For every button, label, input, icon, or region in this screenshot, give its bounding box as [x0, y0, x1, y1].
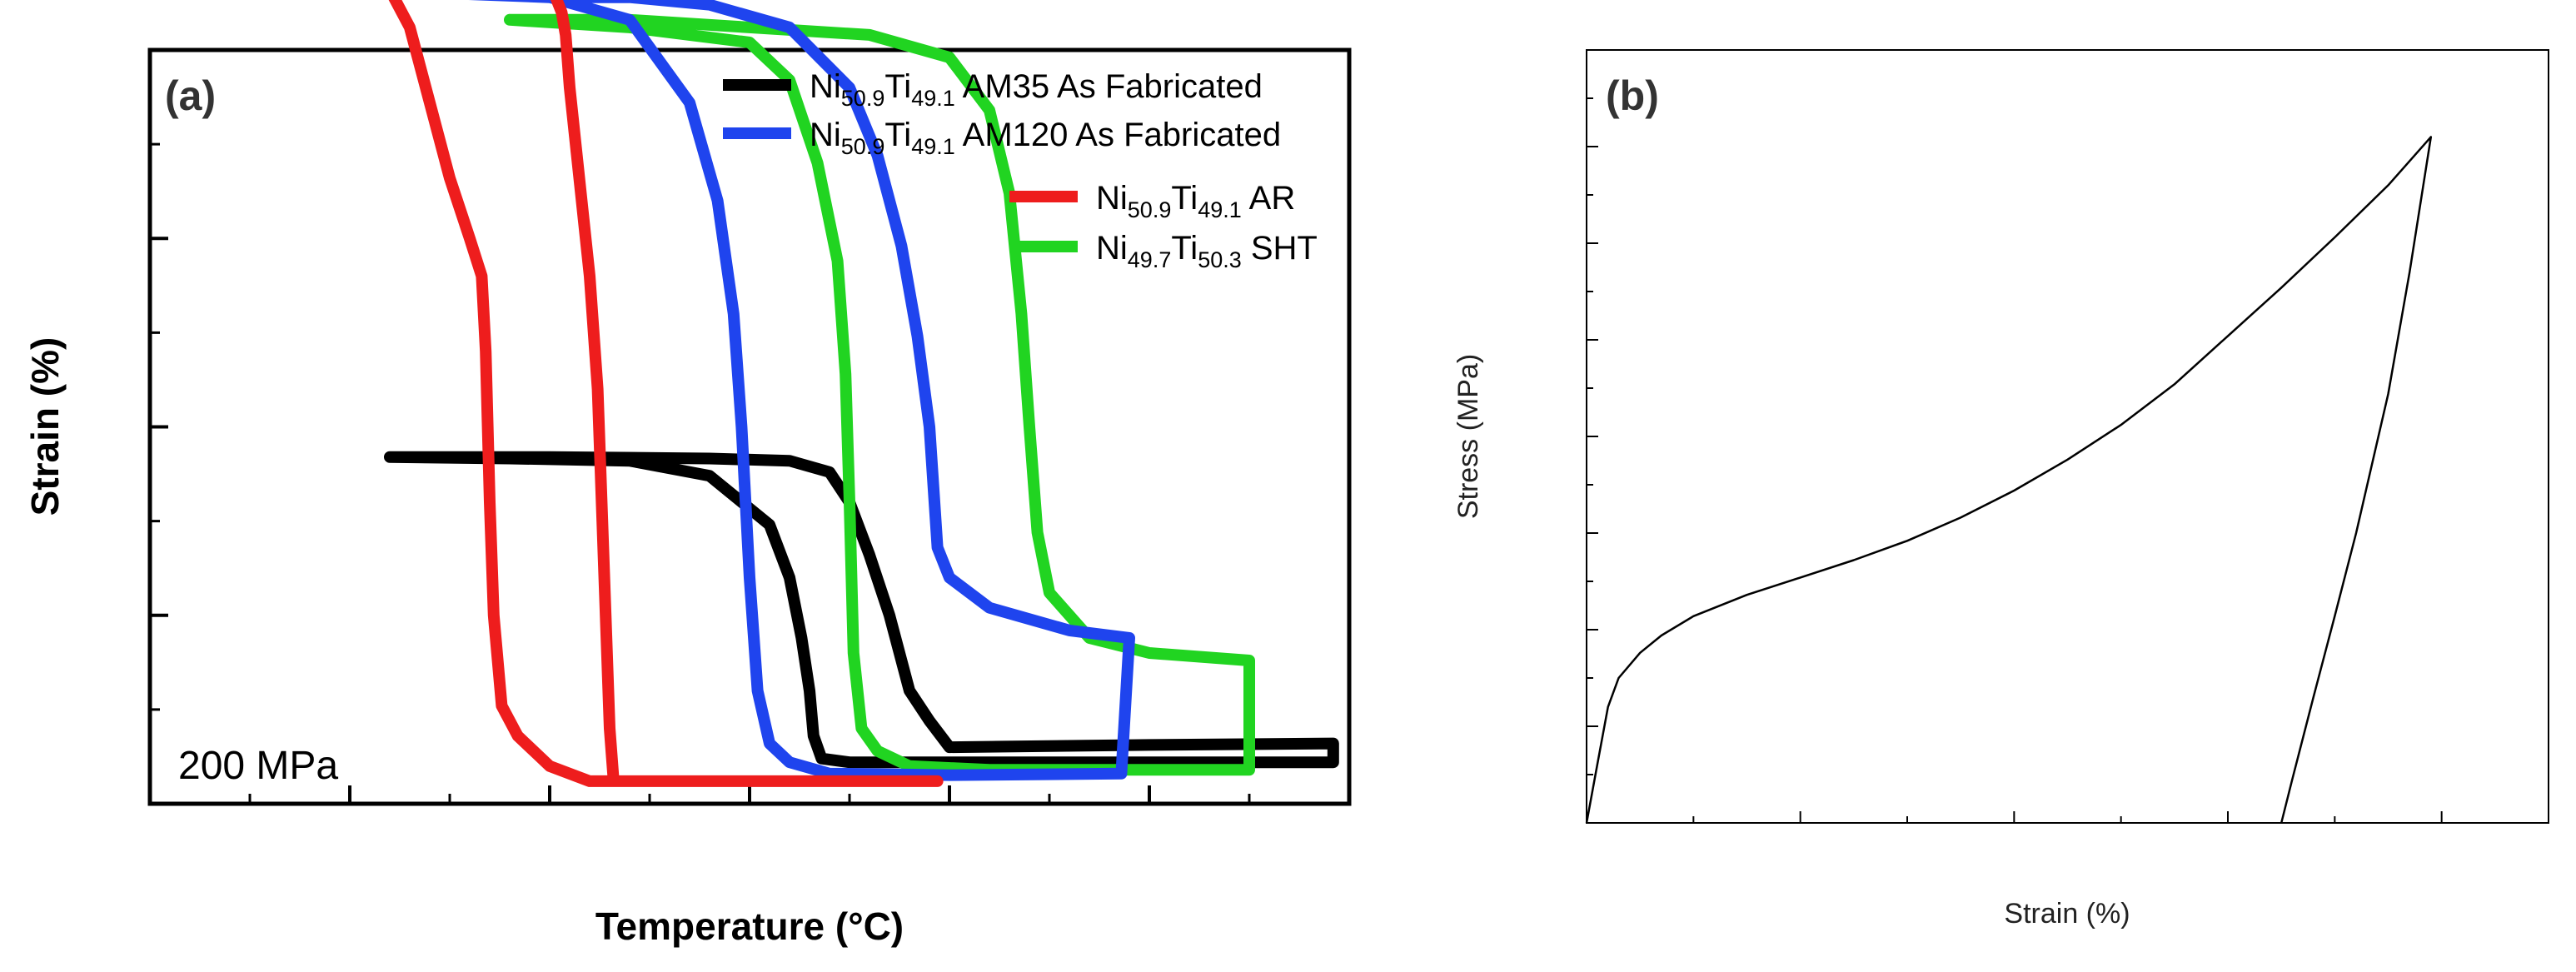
panel-a-legend-text-sub2: 49.1	[911, 134, 955, 159]
panel-a-legend-text-el2: Ti	[884, 117, 911, 153]
panel-a-legend-label-0: Ni50.9Ti49.1 AM35 As Fabricated	[810, 68, 1263, 111]
panel-b-label: (b)	[1606, 72, 1659, 119]
panel-a-legend-text-el1: Ni	[1096, 230, 1128, 267]
panel-a-legend-text-suffix: AR	[1242, 180, 1295, 217]
panel-a-legend-text-sub1: 50.9	[841, 86, 885, 111]
panel-a: (a) 200 MPa Temperature (°C) Strain (%) …	[23, 0, 1352, 948]
panel-a-legend-label-1: Ni50.9Ti49.1 AM120 As Fabricated	[810, 117, 1281, 159]
panel-a-series-line-1	[468, 0, 1135, 781]
panel-a-series	[384, 0, 1339, 787]
panel-a-y-axis-label: Strain (%)	[23, 337, 67, 516]
panel-b-series	[1585, 136, 2433, 824]
panel-a-label: (a)	[165, 72, 216, 119]
panel-a-series-line-2	[388, 0, 944, 787]
panel-b-series-line-0	[1585, 136, 2433, 824]
panel-a-legend-text-el2: Ti	[1171, 230, 1198, 267]
panel-a-x-axis-label: Temperature (°C)	[595, 905, 904, 948]
panel-a-series-line-0	[384, 451, 1339, 769]
panel-a-legend-text-el2: Ti	[884, 68, 911, 105]
panel-a-series-line-3	[504, 13, 1255, 776]
panel-a-legend: Ni50.9Ti49.1 AM35 As FabricatedNi50.9Ti4…	[723, 68, 1318, 272]
panel-b-y-axis-label: Stress (MPa)	[1452, 354, 1484, 519]
panel-a-legend-label-2: Ni50.9Ti49.1 AR	[1096, 180, 1295, 222]
panel-a-legend-label-3: Ni49.7Ti50.3 SHT	[1096, 230, 1318, 272]
panel-a-legend-text-sub2: 49.1	[1198, 197, 1242, 222]
panel-a-legend-text-suffix: SHT	[1242, 230, 1318, 267]
panel-b-ticks	[1586, 49, 2443, 824]
panel-a-legend-text-sub2: 50.3	[1198, 247, 1242, 272]
panel-b: (b) Strain (%) Stress (MPa)	[1452, 49, 2549, 930]
panel-a-legend-text-suffix: AM35 As Fabricated	[955, 68, 1263, 105]
panel-b-x-axis-label: Strain (%)	[2004, 898, 2130, 930]
panel-a-legend-text-sub1: 50.9	[841, 134, 885, 159]
panel-a-legend-text-el1: Ni	[810, 68, 841, 105]
panel-a-plot-frame	[147, 47, 1352, 806]
panel-a-legend-text-sub1: 50.9	[1128, 197, 1172, 222]
panel-a-legend-text-sub2: 49.1	[911, 86, 955, 111]
panel-a-legend-text-sub1: 49.7	[1128, 247, 1172, 272]
panel-a-legend-text-suffix: AM120 As Fabricated	[955, 117, 1281, 153]
panel-a-legend-text-el2: Ti	[1171, 180, 1198, 217]
panel-a-annotation: 200 MPa	[178, 744, 338, 788]
panel-a-ticks	[148, 48, 1351, 805]
panel-a-legend-text-el1: Ni	[1096, 180, 1128, 217]
panel-a-legend-text-el1: Ni	[810, 117, 841, 153]
